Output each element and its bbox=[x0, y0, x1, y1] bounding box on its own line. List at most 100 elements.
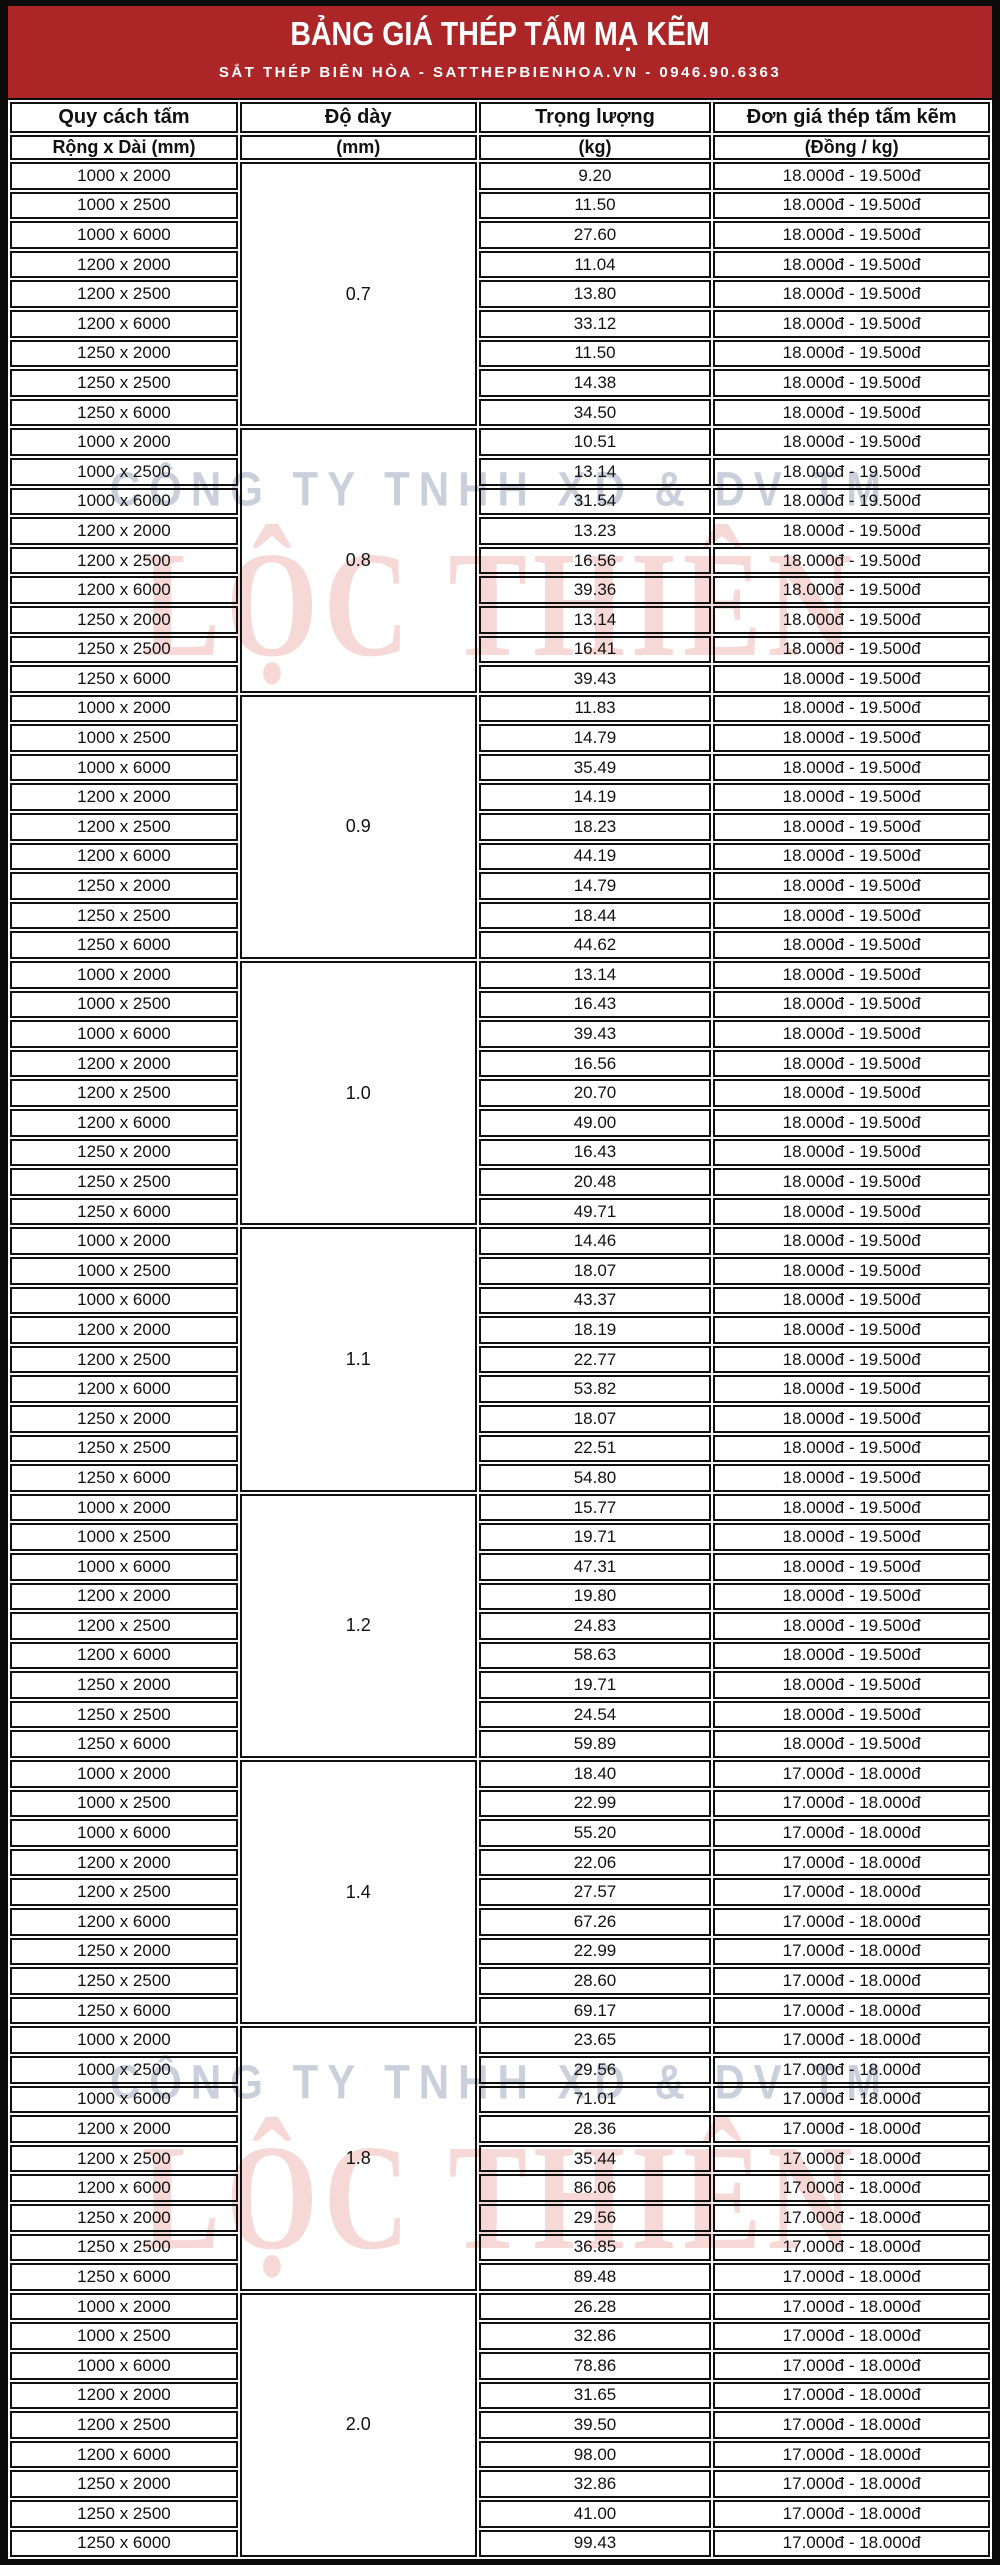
weight-cell: 24.54 bbox=[478, 1700, 712, 1729]
price-cell: 17.000đ - 18.000đ bbox=[713, 2292, 990, 2321]
table-row: 1200 x 2500 27.57 17.000đ - 18.000đ bbox=[10, 1878, 990, 1907]
table-row: 1250 x 2000 11.50 18.000đ - 19.500đ bbox=[10, 339, 990, 368]
size-cell: 1200 x 6000 bbox=[10, 2440, 238, 2469]
table-row: 1200 x 2000 16.56 18.000đ - 19.500đ bbox=[10, 1049, 990, 1078]
size-cell: 1000 x 2500 bbox=[10, 1523, 238, 1551]
price-cell: 17.000đ - 18.000đ bbox=[713, 1878, 990, 1907]
price-cell: 17.000đ - 18.000đ bbox=[713, 2411, 990, 2439]
price-cell: 18.000đ - 19.500đ bbox=[713, 753, 990, 782]
size-cell: 1000 x 2000 bbox=[10, 2026, 238, 2054]
table-row: 1200 x 6000 39.36 18.000đ - 19.500đ bbox=[10, 576, 990, 604]
price-cell: 18.000đ - 19.500đ bbox=[713, 1493, 990, 1522]
weight-cell: 19.71 bbox=[478, 1671, 712, 1699]
price-cell: 18.000đ - 19.500đ bbox=[713, 1404, 990, 1433]
thickness-cell: 0.9 bbox=[239, 694, 477, 960]
price-cell: 18.000đ - 19.500đ bbox=[713, 724, 990, 752]
size-cell: 1250 x 2500 bbox=[10, 1967, 238, 1995]
header-row: Quy cách tấm Độ dày Trọng lượng Đơn giá … bbox=[10, 102, 990, 133]
table-row: 1250 x 6000 49.71 18.000đ - 19.500đ bbox=[10, 1197, 990, 1226]
weight-cell: 29.56 bbox=[478, 2056, 712, 2084]
table-row: 1200 x 2000 13.23 18.000đ - 19.500đ bbox=[10, 517, 990, 545]
weight-cell: 14.79 bbox=[478, 872, 712, 900]
col-header-size: Quy cách tấm bbox=[10, 102, 238, 133]
weight-cell: 31.65 bbox=[478, 2381, 712, 2410]
size-cell: 1200 x 2000 bbox=[10, 1848, 238, 1877]
col-subheader-size: Rộng x Dài (mm) bbox=[10, 135, 238, 160]
weight-cell: 16.43 bbox=[478, 1138, 712, 1167]
size-cell: 1200 x 2000 bbox=[10, 2115, 238, 2143]
weight-cell: 32.86 bbox=[478, 2322, 712, 2350]
table-row: 1000 x 6000 47.31 18.000đ - 19.500đ bbox=[10, 1552, 990, 1581]
table-row: 1250 x 2000 22.99 17.000đ - 18.000đ bbox=[10, 1937, 990, 1966]
size-cell: 1200 x 2500 bbox=[10, 2144, 238, 2173]
page-subtitle: SẮT THÉP BIÊN HÒA - SATTHEPBIENHOA.VN - … bbox=[218, 64, 782, 81]
table-row: 1250 x 6000 69.17 17.000đ - 18.000đ bbox=[10, 1996, 990, 2025]
table-row: 1200 x 6000 86.06 17.000đ - 18.000đ bbox=[10, 2174, 990, 2202]
price-cell: 17.000đ - 18.000đ bbox=[713, 2499, 990, 2528]
weight-cell: 39.36 bbox=[478, 576, 712, 604]
price-cell: 18.000đ - 19.500đ bbox=[713, 546, 990, 575]
table-row: 1200 x 2500 24.83 18.000đ - 19.500đ bbox=[10, 1612, 990, 1640]
weight-cell: 44.62 bbox=[478, 931, 712, 960]
price-cell: 18.000đ - 19.500đ bbox=[713, 872, 990, 900]
weight-cell: 11.50 bbox=[478, 191, 712, 220]
price-cell: 17.000đ - 18.000đ bbox=[713, 1937, 990, 1966]
price-cell: 17.000đ - 18.000đ bbox=[713, 2085, 990, 2114]
table-row: 1000 x 2000 0.7 9.20 18.000đ - 19.500đ bbox=[10, 162, 990, 427]
weight-cell: 13.23 bbox=[478, 517, 712, 545]
weight-cell: 39.50 bbox=[478, 2411, 712, 2439]
table-row: 1000 x 6000 43.37 18.000đ - 19.500đ bbox=[10, 1286, 990, 1315]
weight-cell: 14.19 bbox=[478, 783, 712, 812]
price-cell: 18.000đ - 19.500đ bbox=[713, 250, 990, 279]
weight-cell: 10.51 bbox=[478, 428, 712, 456]
table-row: 1250 x 6000 39.43 18.000đ - 19.500đ bbox=[10, 665, 990, 693]
price-cell: 18.000đ - 19.500đ bbox=[713, 605, 990, 634]
size-cell: 1200 x 6000 bbox=[10, 1375, 238, 1403]
price-cell: 18.000đ - 19.500đ bbox=[713, 576, 990, 604]
size-cell: 1000 x 2000 bbox=[10, 1493, 238, 1522]
weight-cell: 34.50 bbox=[478, 398, 712, 427]
size-cell: 1250 x 2000 bbox=[10, 1937, 238, 1966]
weight-cell: 49.71 bbox=[478, 1197, 712, 1226]
price-cell: 18.000đ - 19.500đ bbox=[713, 1375, 990, 1403]
thickness-cell: 2.0 bbox=[239, 2292, 477, 2558]
table-row: 1250 x 2500 24.54 18.000đ - 19.500đ bbox=[10, 1700, 990, 1729]
size-cell: 1200 x 2000 bbox=[10, 1316, 238, 1344]
price-cell: 18.000đ - 19.500đ bbox=[713, 1168, 990, 1196]
table-row: 1200 x 2000 31.65 17.000đ - 18.000đ bbox=[10, 2381, 990, 2410]
size-cell: 1250 x 2500 bbox=[10, 1434, 238, 1463]
price-cell: 18.000đ - 19.500đ bbox=[713, 487, 990, 516]
size-cell: 1250 x 6000 bbox=[10, 1197, 238, 1226]
table-row: 1000 x 2000 1.2 15.77 18.000đ - 19.500đ bbox=[10, 1493, 990, 1759]
weight-cell: 14.38 bbox=[478, 369, 712, 397]
table-row: 1000 x 2500 13.14 18.000đ - 19.500đ bbox=[10, 457, 990, 486]
weight-cell: 69.17 bbox=[478, 1996, 712, 2025]
size-cell: 1250 x 6000 bbox=[10, 665, 238, 693]
price-cell: 18.000đ - 19.500đ bbox=[713, 280, 990, 308]
weight-cell: 33.12 bbox=[478, 309, 712, 338]
table-row: 1200 x 2500 35.44 17.000đ - 18.000đ bbox=[10, 2144, 990, 2173]
col-subheader-thickness: (mm) bbox=[239, 135, 477, 160]
table-row: 1250 x 2000 19.71 18.000đ - 19.500đ bbox=[10, 1671, 990, 1699]
price-cell: 17.000đ - 18.000đ bbox=[713, 2174, 990, 2202]
price-cell: 18.000đ - 19.500đ bbox=[713, 428, 990, 456]
weight-cell: 24.83 bbox=[478, 1612, 712, 1640]
weight-cell: 11.04 bbox=[478, 250, 712, 279]
price-cell: 17.000đ - 18.000đ bbox=[713, 2529, 990, 2558]
price-cell: 18.000đ - 19.500đ bbox=[713, 309, 990, 338]
price-cell: 18.000đ - 19.500đ bbox=[713, 339, 990, 368]
size-cell: 1200 x 6000 bbox=[10, 1908, 238, 1936]
weight-cell: 22.99 bbox=[478, 1937, 712, 1966]
weight-cell: 78.86 bbox=[478, 2351, 712, 2380]
table-row: 1200 x 2000 18.19 18.000đ - 19.500đ bbox=[10, 1316, 990, 1344]
price-cell: 18.000đ - 19.500đ bbox=[713, 1109, 990, 1137]
price-cell: 18.000đ - 19.500đ bbox=[713, 1700, 990, 1729]
price-cell: 17.000đ - 18.000đ bbox=[713, 2203, 990, 2232]
size-cell: 1250 x 2000 bbox=[10, 2203, 238, 2232]
price-cell: 17.000đ - 18.000đ bbox=[713, 2115, 990, 2143]
thickness-cell: 1.0 bbox=[239, 961, 477, 1226]
size-cell: 1200 x 2500 bbox=[10, 2411, 238, 2439]
table-row: 1200 x 2500 13.80 18.000đ - 19.500đ bbox=[10, 280, 990, 308]
price-cell: 17.000đ - 18.000đ bbox=[713, 1996, 990, 2025]
weight-cell: 28.60 bbox=[478, 1967, 712, 1995]
